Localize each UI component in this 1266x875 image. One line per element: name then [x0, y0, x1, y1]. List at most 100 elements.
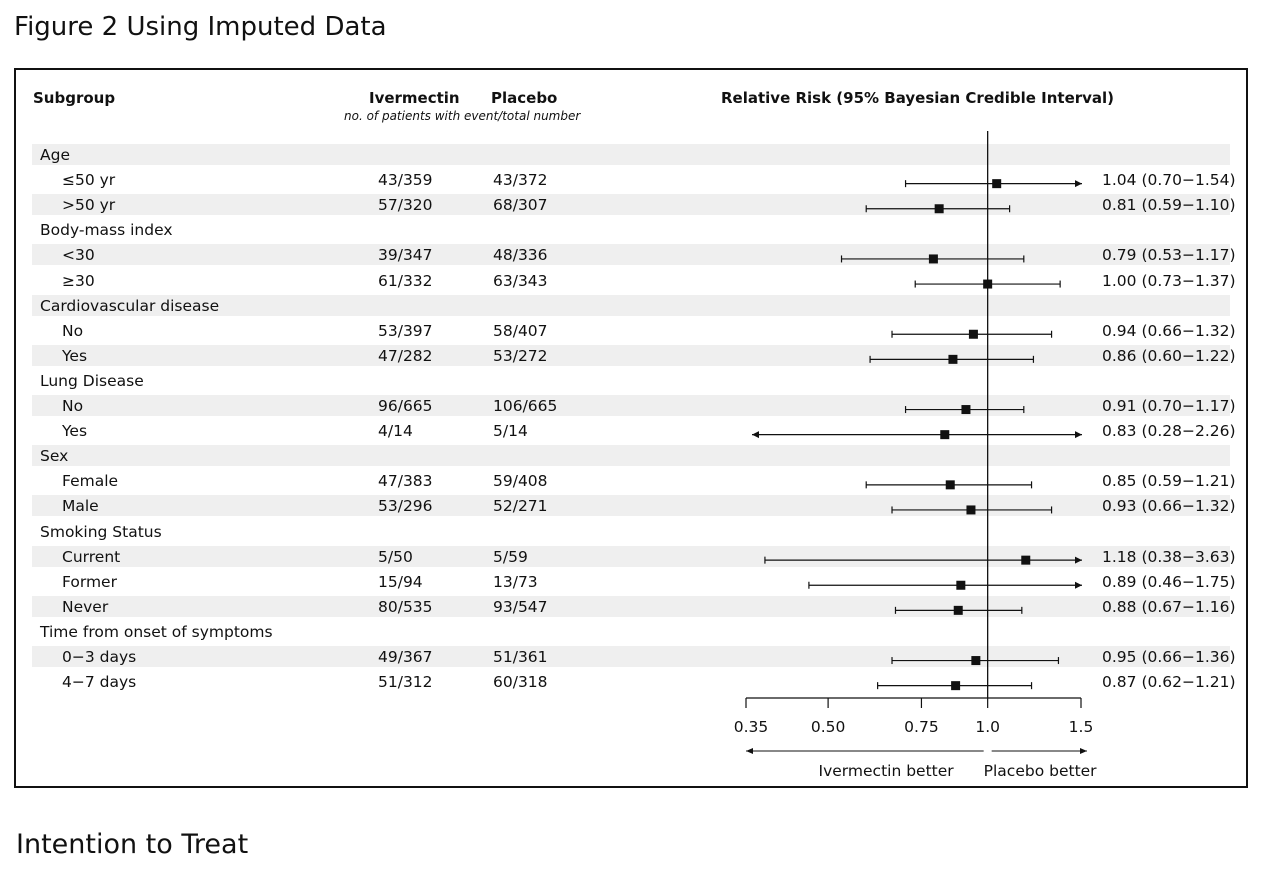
ivermectin-count: 47/383	[378, 472, 433, 491]
relative-risk-value: 0.94 (0.66−1.32)	[1102, 321, 1236, 340]
subgroup-label: <30	[62, 246, 95, 265]
subgroup-label: Yes	[62, 346, 88, 365]
subgroup-label: Former	[62, 572, 117, 591]
point-estimate	[992, 179, 1002, 189]
direction-left-arrow	[746, 748, 753, 754]
placebo-count: 48/336	[493, 246, 548, 265]
placebo-count: 106/665	[493, 397, 558, 415]
placebo-count: 53/272	[493, 346, 548, 365]
forest-plot: 0.35 0.50 0.75 1.0 1.5 Ivermectin better Place…	[734, 131, 1098, 780]
x-tick-label: 1.5	[1069, 718, 1094, 736]
ivermectin-count: 15/94	[378, 572, 423, 591]
placebo-count: 52/271	[493, 497, 548, 516]
subgroup-label: Yes	[62, 422, 88, 441]
relative-risk-value: 0.91 (0.70−1.17)	[1102, 397, 1236, 415]
row-band	[32, 495, 1230, 517]
subgroup-label: ≥30	[62, 271, 95, 290]
relative-risk-value: 1.04 (0.70−1.54)	[1102, 171, 1236, 190]
placebo-count: 43/372	[493, 171, 548, 190]
ivermectin-count: 57/320	[378, 196, 433, 215]
subgroup-label: >50 yr	[62, 196, 116, 215]
relative-risk-value: 0.83 (0.28−2.26)	[1102, 422, 1236, 441]
point-estimate	[945, 480, 955, 490]
subgroup-label: Female	[62, 472, 119, 491]
subgroup-heading: Age	[40, 146, 70, 164]
header-subgroup: Subgroup	[33, 89, 116, 107]
subgroup-label: 4−7 days	[62, 673, 137, 692]
ci-arrow-right	[1075, 431, 1082, 439]
ci-arrow-right	[1075, 180, 1082, 188]
subgroup-heading: Time from onset of symptoms	[40, 622, 273, 641]
point-estimate	[948, 354, 958, 364]
point-estimate	[956, 580, 966, 590]
ivermectin-count: 5/50	[378, 547, 413, 566]
placebo-count: 51/361	[493, 648, 548, 666]
ivermectin-count: 80/535	[378, 597, 433, 616]
subgroup-heading: Smoking Status	[40, 522, 162, 541]
x-tick-label: 0.35	[734, 718, 769, 736]
placebo-count: 93/547	[493, 597, 548, 616]
ivermectin-count: 61/332	[378, 271, 433, 290]
header-ivermectin: Ivermectin	[369, 89, 460, 107]
relative-risk-value: 0.89 (0.46−1.75)	[1102, 572, 1236, 591]
header-relative-risk: Relative Risk (95% Bayesian Credible Int…	[721, 89, 1115, 107]
direction-left-label: Ivermectin better	[819, 762, 955, 780]
ivermectin-count: 4/14	[378, 422, 413, 441]
subgroup-label: Male	[62, 497, 99, 516]
row-band	[32, 545, 1230, 567]
point-estimate	[940, 430, 950, 440]
relative-risk-value: 0.93 (0.66−1.32)	[1102, 497, 1236, 516]
placebo-count: 60/318	[493, 673, 548, 692]
point-estimate	[1021, 555, 1031, 565]
ivermectin-count: 39/347	[378, 246, 433, 265]
placebo-count: 13/73	[493, 572, 538, 591]
direction-right-label: Placebo better	[984, 762, 1098, 780]
figure-title: Figure 2 Using Imputed Data	[14, 12, 387, 42]
point-estimate	[951, 681, 961, 691]
ivermectin-count: 53/296	[378, 497, 433, 516]
point-estimate	[953, 605, 963, 615]
subgroup-label: Current	[62, 547, 121, 566]
placebo-count: 59/408	[493, 472, 548, 491]
point-estimate	[961, 405, 971, 415]
subgroup-label: No	[62, 397, 84, 415]
relative-risk-value: 0.85 (0.59−1.21)	[1102, 472, 1236, 491]
ivermectin-count: 51/312	[378, 673, 433, 692]
placebo-count: 68/307	[493, 196, 548, 215]
subgroup-heading: Lung Disease	[40, 371, 144, 390]
point-estimate	[968, 329, 978, 339]
relative-risk-value: 0.86 (0.60−1.22)	[1102, 346, 1236, 365]
placebo-count: 63/343	[493, 271, 548, 290]
point-estimate	[934, 204, 944, 214]
placebo-count: 58/407	[493, 321, 548, 340]
section-title-intention-to-treat: Intention to Treat	[16, 829, 249, 860]
subgroup-heading: Body-mass index	[40, 221, 173, 240]
ivermectin-count: 49/367	[378, 648, 433, 666]
placebo-count: 5/59	[493, 547, 528, 566]
subgroup-label: ≤50 yr	[62, 171, 116, 190]
relative-risk-value: 1.00 (0.73−1.37)	[1102, 271, 1236, 290]
row-band	[32, 595, 1230, 617]
row-band	[32, 294, 1230, 316]
relative-risk-value: 0.81 (0.59−1.10)	[1102, 196, 1236, 215]
subgroup-label: Never	[62, 597, 109, 616]
row-band	[32, 646, 1230, 667]
point-estimate	[966, 505, 976, 515]
relative-risk-value: 0.95 (0.66−1.36)	[1102, 648, 1236, 666]
ci-arrow-right	[1075, 556, 1082, 564]
ci-arrow-right	[1075, 581, 1082, 589]
row-band	[32, 395, 1230, 416]
row-band	[32, 144, 1230, 165]
subgroup-heading: Cardiovascular disease	[40, 296, 220, 315]
relative-risk-value: 1.18 (0.38−3.63)	[1102, 547, 1236, 566]
header-placebo: Placebo	[491, 89, 558, 107]
relative-risk-value: 0.87 (0.62−1.21)	[1102, 673, 1236, 692]
subgroup-label: 0−3 days	[62, 648, 137, 666]
x-tick-label: 1.0	[975, 718, 1000, 736]
x-tick-label: 0.75	[904, 718, 939, 736]
ivermectin-count: 47/282	[378, 346, 433, 365]
ivermectin-count: 96/665	[378, 397, 433, 415]
point-estimate	[928, 254, 938, 264]
row-band	[32, 194, 1230, 216]
ci-arrow-left	[752, 431, 759, 439]
